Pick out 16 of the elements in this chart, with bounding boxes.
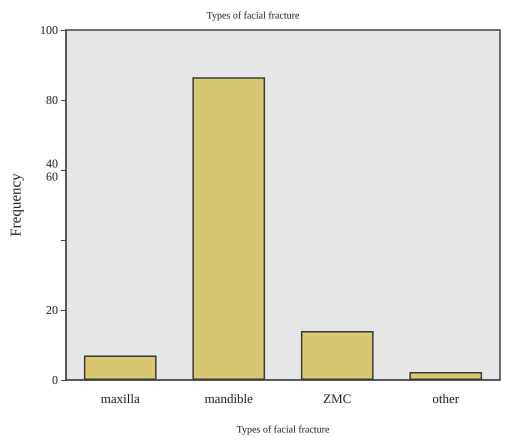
bar — [84, 356, 157, 380]
x-tick-label: ZMC — [323, 391, 352, 406]
y-tick-label: 20 — [46, 303, 58, 317]
x-tick-label: maxilla — [100, 391, 140, 406]
y-tick-label: 0 — [52, 373, 58, 387]
x-tick-label: mandible — [204, 391, 254, 406]
x-tick-label: other — [432, 391, 460, 406]
y-tick-label: 100 — [40, 23, 58, 37]
y-axis-title: Frequency — [8, 172, 24, 237]
y-tick-label: 80 — [46, 93, 58, 107]
x-axis-title: Types of facial fracture — [236, 424, 330, 436]
bar — [192, 77, 266, 380]
y-tick-label: 40 60 — [46, 156, 58, 184]
bar — [409, 372, 482, 380]
bar — [300, 331, 374, 380]
chart-title: Types of facial fracture — [206, 10, 300, 22]
